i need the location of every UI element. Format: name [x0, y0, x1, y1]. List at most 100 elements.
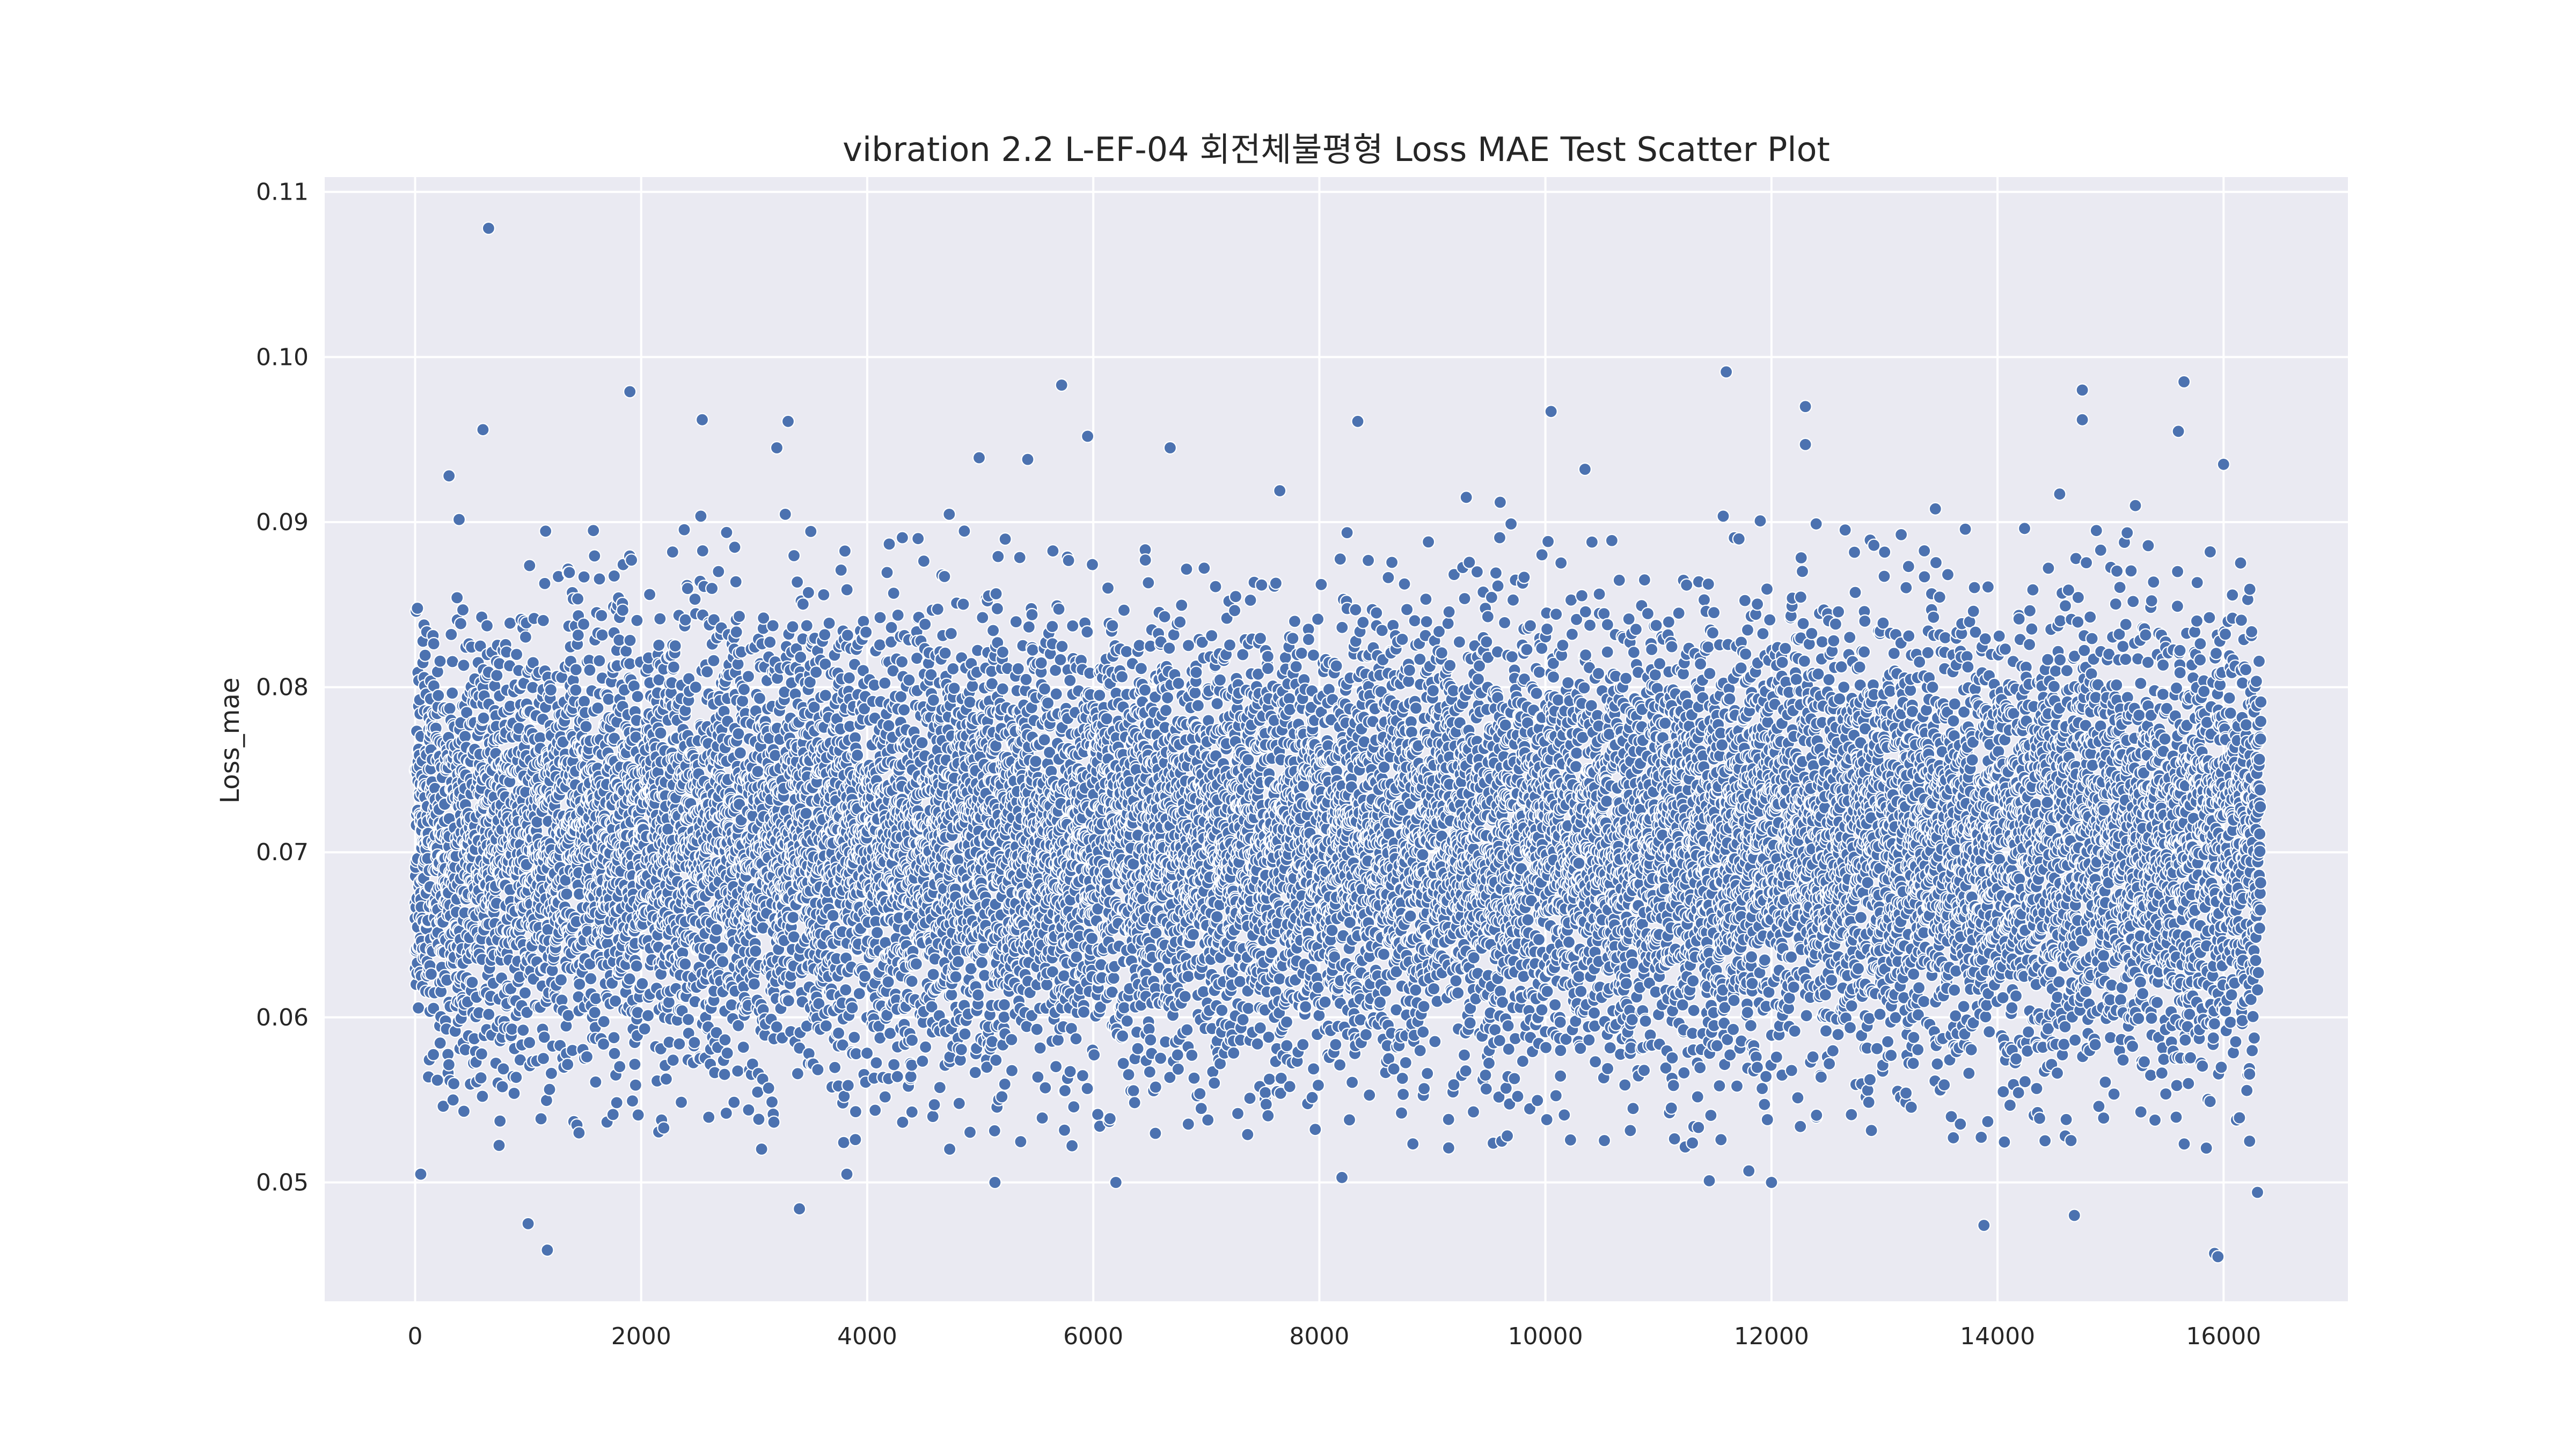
data-point [817, 589, 830, 601]
data-point [434, 1037, 447, 1049]
data-point [493, 1139, 506, 1152]
data-point [445, 628, 457, 641]
data-point [458, 1105, 470, 1117]
data-point [628, 1058, 641, 1071]
data-point [787, 911, 799, 924]
data-point [682, 582, 694, 595]
data-point [689, 593, 701, 605]
data-point [668, 661, 680, 673]
data-point [734, 747, 747, 759]
data-point [457, 604, 469, 616]
data-point [573, 978, 586, 991]
data-point [428, 637, 440, 650]
data-point [791, 576, 803, 588]
data-point [447, 655, 459, 668]
data-point [763, 1082, 775, 1094]
data-point [577, 618, 590, 631]
data-point [832, 1027, 845, 1039]
data-point [523, 1036, 536, 1049]
data-point [953, 1097, 965, 1110]
data-point [950, 971, 962, 983]
data-point [642, 1009, 654, 1022]
data-point [719, 1068, 731, 1081]
data-point [609, 1047, 621, 1060]
data-point [841, 629, 854, 641]
data-point [946, 988, 958, 1001]
data-point [624, 634, 636, 647]
data-point [800, 807, 813, 819]
data-point [870, 1057, 882, 1069]
data-point [829, 1061, 841, 1074]
data-point [446, 687, 458, 699]
data-point [782, 994, 795, 1007]
data-point [539, 525, 552, 537]
data-point [475, 1072, 487, 1084]
data-point [431, 1074, 444, 1087]
data-point [752, 765, 764, 778]
data-point [861, 1047, 873, 1059]
data-point [910, 958, 923, 970]
data-point [603, 693, 615, 706]
data-point [919, 1041, 932, 1053]
data-point [494, 1115, 506, 1127]
data-point [934, 1081, 946, 1094]
data-point [444, 702, 456, 715]
data-point [882, 976, 895, 988]
data-point [883, 720, 895, 732]
data-point [595, 610, 608, 622]
data-point [593, 655, 605, 667]
data-point [675, 1096, 687, 1109]
data-point [707, 655, 720, 667]
data-point [537, 1052, 550, 1065]
data-point [906, 1106, 918, 1118]
data-point [851, 749, 863, 761]
data-point [625, 554, 638, 566]
data-point [466, 976, 478, 988]
data-point [827, 910, 839, 922]
data-point [679, 958, 691, 970]
data-point [545, 1067, 558, 1080]
data-point [569, 684, 582, 697]
data-point [918, 555, 930, 567]
data-point [544, 1083, 556, 1096]
data-point [728, 1096, 740, 1109]
data-point [491, 669, 503, 681]
data-point [432, 690, 444, 702]
data-point [617, 604, 629, 617]
data-point [682, 1013, 694, 1025]
data-point [916, 737, 928, 749]
data-point [613, 1060, 626, 1073]
data-point [898, 703, 910, 716]
data-point [673, 1038, 685, 1050]
data-point [583, 664, 596, 676]
data-point [896, 1116, 909, 1128]
data-point [730, 576, 742, 588]
data-point [719, 1034, 731, 1046]
data-point [539, 577, 551, 590]
data-point [654, 613, 666, 625]
data-point [594, 573, 606, 585]
data-point [731, 1065, 744, 1077]
data-point [589, 1076, 602, 1088]
data-point [896, 656, 908, 668]
data-point [688, 1036, 700, 1049]
data-point [952, 956, 964, 968]
data-point [729, 541, 741, 553]
data-point [580, 720, 592, 732]
data-point [453, 514, 465, 526]
data-point [967, 680, 979, 692]
data-point [733, 610, 745, 622]
data-point [736, 695, 749, 707]
data-point [839, 984, 852, 996]
data-point [701, 665, 713, 678]
data-point [447, 1094, 459, 1106]
data-point [749, 945, 762, 957]
data-point [631, 960, 643, 972]
data-point [667, 546, 679, 558]
data-point [611, 1096, 623, 1109]
data-point [678, 524, 691, 536]
data-point [475, 1048, 488, 1060]
data-point [519, 631, 532, 643]
data-point [570, 663, 582, 676]
data-point [588, 550, 601, 562]
